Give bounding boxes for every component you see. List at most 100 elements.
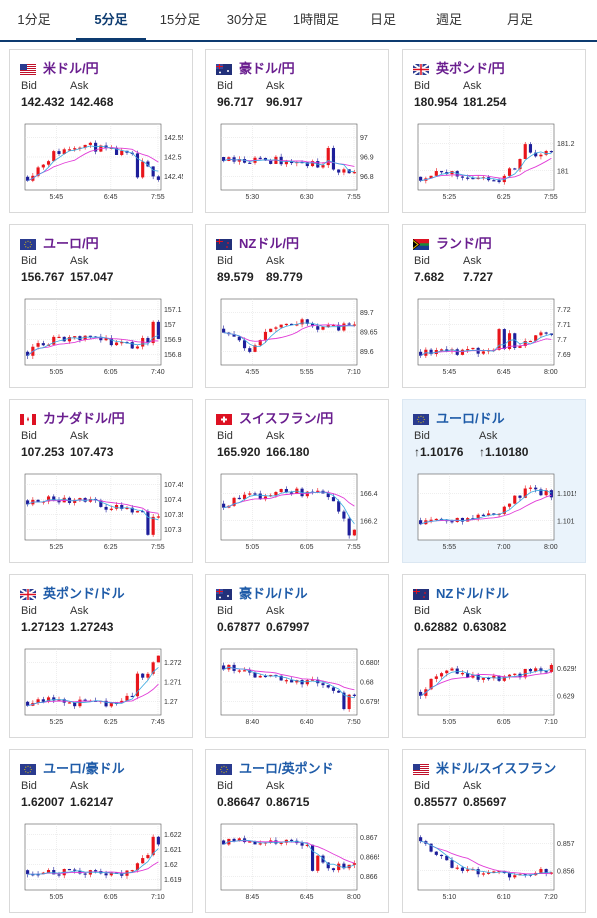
chart-candle	[141, 511, 145, 513]
price-chart[interactable]: 157.1 157 156.9 156.8 5:05 6:05 7:40	[21, 295, 183, 379]
chart-candle	[146, 511, 150, 535]
bid-value: 165.920	[217, 445, 261, 459]
rate-card[interactable]: NZドル/円 Bid Ask 89.579 89.779 89.7 89.65 89.6 4:5…	[205, 224, 389, 388]
chart-candle	[434, 676, 438, 679]
currency-pair-title[interactable]: ランド/円	[436, 236, 492, 251]
tab-5[interactable]: 日足	[369, 12, 396, 27]
chart-y-tick-label: 166.4	[360, 491, 378, 498]
chart-x-tick-label: 5:45	[442, 369, 456, 376]
chart-y-tick-label: 0.856	[557, 868, 575, 875]
chart-candle	[78, 498, 82, 500]
rate-card[interactable]: ユーロ/英ポンドBidAsk0.866470.867150.8670.86650…	[205, 749, 389, 913]
rate-card[interactable]: 豪ドル/ドル Bid Ask 0.67877 0.67997 0.6805 0.68 0.67…	[205, 574, 389, 738]
ask-label: Ask	[463, 255, 482, 267]
chart-candle	[450, 521, 454, 523]
chart-candle	[497, 329, 501, 350]
rate-card[interactable]: スイスフラン/円 Bid Ask 165.920 166.180 166.4 166.2 5:…	[205, 399, 389, 563]
chart-y-tick-label: 7.71	[557, 322, 571, 329]
rate-card[interactable]: 英ポンド/円 Bid Ask 180.954 181.254 181.2 181 5:25 6:…	[402, 49, 586, 213]
currency-pair-title[interactable]: 英ポンド/ドル	[43, 586, 125, 601]
price-chart[interactable]: 0.867 0.8665 0.866 8:45 6:45 8:00	[217, 820, 379, 904]
rate-card[interactable]: ユーロ/豪ドル Bid Ask 1.62007 1.62147 1.622 1.621 1.6…	[9, 749, 193, 913]
chart-candle	[41, 699, 45, 702]
price-chart[interactable]: 1.272 1.271 1.27 5:25 6:25 7:45	[21, 645, 183, 729]
chart-candle	[125, 695, 129, 701]
chart-candle	[248, 348, 252, 352]
bid-value: 142.432	[21, 95, 65, 109]
tab-0[interactable]: 1分足	[17, 12, 51, 27]
price-chart[interactable]: 7.72 7.71 7.7 7.69 5:45 6:45 8:00	[414, 295, 576, 379]
chart-candle	[518, 346, 522, 348]
currency-pair-title[interactable]: NZドル/ドル	[436, 586, 509, 601]
price-chart[interactable]: 166.4 166.2 5:05 6:05 7:55	[217, 470, 379, 554]
rate-card[interactable]: 米ドル/スイスフラン Bid Ask 0.85577 0.85697 0.857 0.856…	[402, 749, 586, 913]
price-chart[interactable]: 1.622 1.621 1.62 1.619 5:05 6:05 7:10	[21, 820, 183, 904]
currency-pair-title[interactable]: NZドル/円	[239, 236, 299, 251]
currency-pair-title[interactable]: ユーロ/英ポンド	[239, 761, 334, 776]
chart-candle	[310, 161, 315, 167]
chart-ma-long-line	[420, 840, 552, 875]
currency-pair-title[interactable]: 英ポンド/円	[436, 61, 505, 76]
chart-candle	[466, 869, 470, 871]
chart-candle	[331, 687, 336, 691]
tab-6[interactable]: 週足	[435, 12, 462, 27]
rate-card[interactable]: 英ポンド/ドル Bid Ask 1.27123 1.27243 1.272 1.271 1.2…	[9, 574, 193, 738]
rate-card[interactable]: 豪ドル/円 Bid Ask 96.717 96.917 97 96.9 96.8 5:30 6:3…	[205, 49, 389, 213]
tab-3[interactable]: 30分足	[226, 12, 268, 27]
chart-candle	[539, 868, 543, 873]
chart-candle	[352, 694, 356, 696]
tab-4[interactable]: 1時間足	[292, 12, 340, 27]
chart-x-tick-label: 7:55	[151, 544, 165, 551]
tab-2[interactable]: 15分足	[159, 12, 201, 27]
chart-candle	[232, 334, 236, 337]
currency-pair-title[interactable]: 豪ドル/円	[239, 61, 295, 76]
ca-flag-icon	[20, 412, 36, 425]
currency-pair-title[interactable]: カナダドル/円	[43, 411, 125, 426]
chart-candle	[114, 505, 119, 509]
price-chart[interactable]: 142.55 142.5 142.45 5:45 6:45 7:55	[21, 120, 183, 204]
currency-pair-title[interactable]: スイスフラン/円	[239, 411, 334, 426]
chart-candle	[26, 701, 30, 706]
rate-card[interactable]: 米ドル/円BidAsk142.432142.468142.55142.5142.…	[9, 49, 193, 213]
price-chart[interactable]: 181.2 181 5:25 6:25 7:55	[414, 120, 576, 204]
rate-card[interactable]: ユーロ/ドルBidAsk↑1.10176↑1.101801.10151.1015…	[402, 399, 586, 563]
chart-candle	[269, 160, 273, 164]
chart-x-tick-label: 5:55	[442, 544, 456, 551]
chart-candle	[237, 670, 241, 672]
price-chart[interactable]: 0.857 0.856 5:10 6:10 7:20	[414, 820, 576, 904]
currency-pair-title[interactable]: 豪ドル/ドル	[239, 586, 308, 601]
tab-7[interactable]: 月足	[506, 12, 533, 27]
chart-candle	[471, 177, 475, 180]
chart-candle	[523, 669, 527, 678]
price-chart[interactable]: 107.45 107.4 107.35 107.3 5:25 6:25 7:55	[21, 470, 183, 554]
chart-candle	[290, 492, 294, 494]
currency-pair-title[interactable]: 米ドル/スイスフラン	[436, 761, 557, 776]
currency-pair-title[interactable]: ユーロ/豪ドル	[43, 761, 125, 776]
chart-x-tick-label: 7:50	[347, 719, 361, 726]
tab-1[interactable]: 5分足	[76, 0, 146, 42]
chart-x-tick-label: 5:25	[49, 719, 63, 726]
chart-ma-short-line	[420, 151, 552, 182]
rate-card[interactable]: ランド/円 Bid Ask 7.682 7.727 7.72 7.71 7.7 7.69 5:45…	[402, 224, 586, 388]
chart-y-tick-label: 157	[164, 322, 176, 329]
chart-candle	[492, 871, 496, 873]
price-chart[interactable]: 89.7 89.65 89.6 4:55 5:55 7:10	[217, 295, 379, 379]
chart-y-tick-label: 181.2	[557, 141, 575, 148]
currency-pair-title[interactable]: ユーロ/ドル	[436, 411, 505, 426]
currency-pair-title[interactable]: ユーロ/円	[43, 236, 99, 251]
chart-y-tick-label: 0.8665	[360, 855, 379, 862]
chart-candle	[513, 168, 517, 170]
chart-candle	[492, 513, 496, 515]
chart-x-tick-label: 5:45	[49, 194, 63, 201]
ask-value: 0.85697	[463, 795, 507, 809]
chart-candle	[156, 655, 160, 663]
price-chart[interactable]: 97 96.9 96.8 5:30 6:30 7:55	[217, 120, 379, 204]
rate-card[interactable]: カナダドル/円BidAsk107.253107.473107.45107.410…	[9, 399, 193, 563]
ask-label: Ask	[463, 780, 482, 792]
currency-pair-title[interactable]: 米ドル/円	[43, 61, 99, 76]
price-chart[interactable]: 0.6805 0.68 0.6795 8:40 6:40 7:50	[217, 645, 379, 729]
rate-card[interactable]: ユーロ/円 Bid Ask 156.767 157.047 157.1 157 156.9 15…	[9, 224, 193, 388]
